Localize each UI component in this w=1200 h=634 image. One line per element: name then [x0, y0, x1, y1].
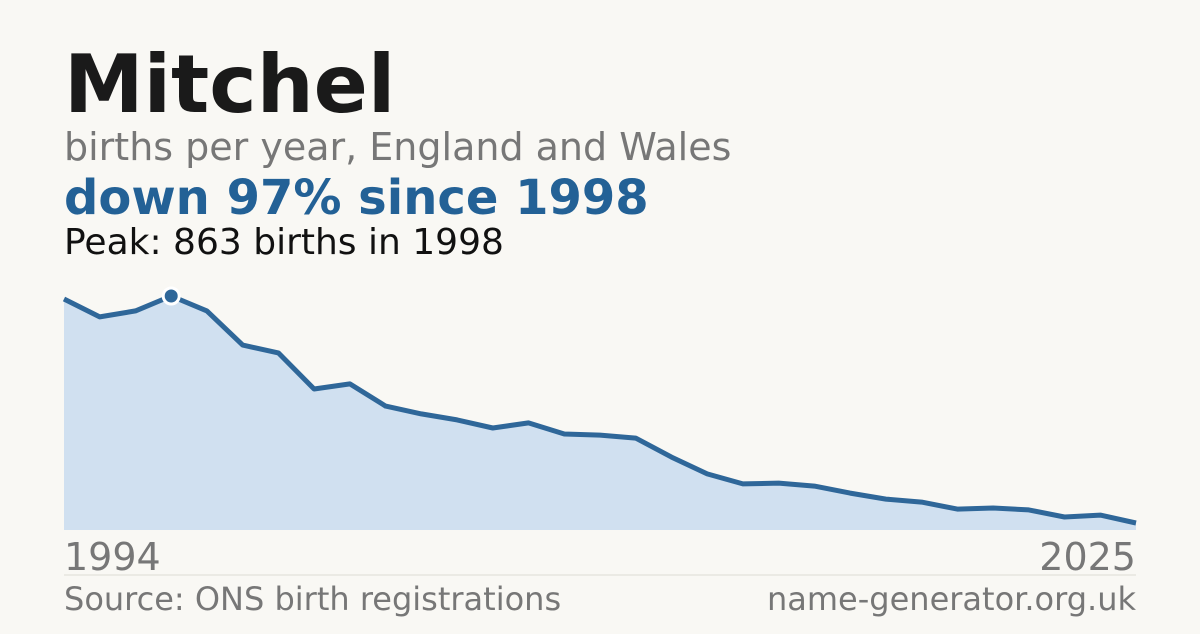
source: Source: ONS birth registrations [64, 580, 561, 618]
x-end-label: 2025 [1039, 535, 1136, 579]
area [64, 296, 1136, 530]
annotation: Peak: 863 births in 1998 [64, 222, 504, 263]
line [62, 293, 1137, 526]
headline: down 97% since 1998 [64, 170, 649, 226]
x-start-label: 1994 [64, 535, 161, 579]
site: name-generator.org.uk [767, 580, 1136, 618]
subtitle: births per year, England and Wales [64, 125, 731, 169]
plot [62, 286, 1137, 530]
chart-title: Mitchel [64, 38, 395, 131]
peak-marker [161, 286, 181, 306]
